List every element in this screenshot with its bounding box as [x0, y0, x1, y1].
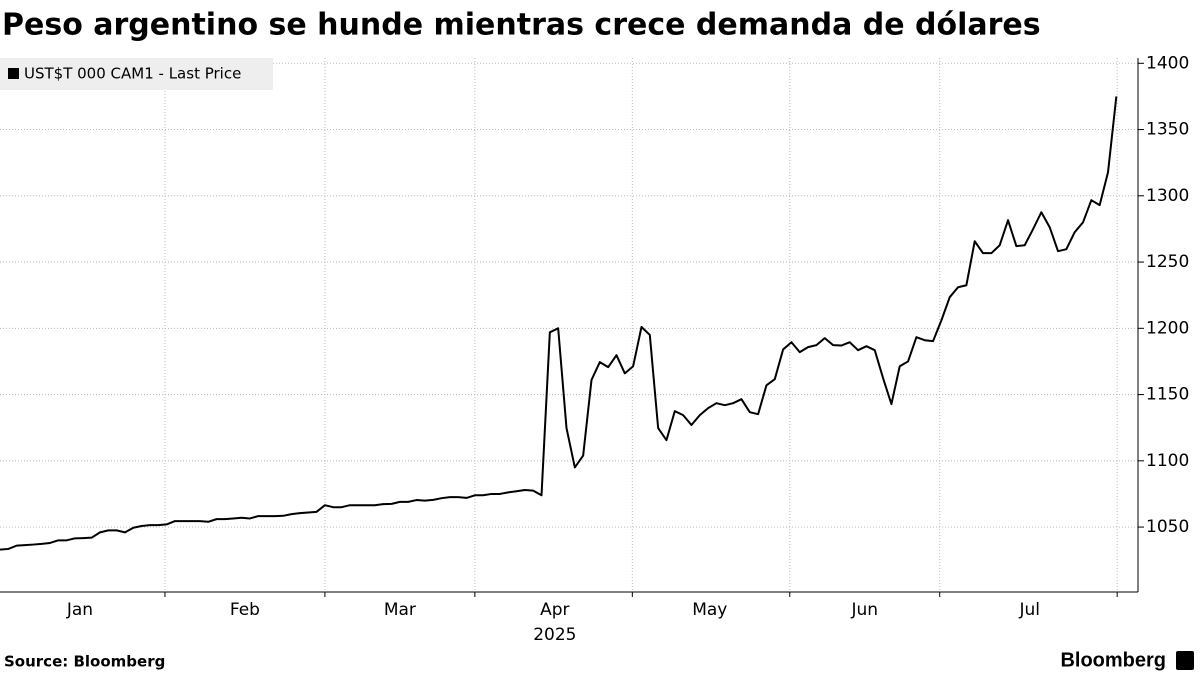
- source: Source: Bloomberg: [4, 653, 165, 671]
- x-tick-label: Apr: [540, 600, 569, 620]
- x-tick-label: Feb: [230, 600, 260, 620]
- x-tick-label: May: [692, 600, 727, 620]
- y-tick-label: 1200: [1146, 318, 1189, 338]
- y-tick-label: 1100: [1146, 451, 1189, 471]
- x-tick-label: Jul: [1018, 600, 1040, 620]
- y-tick-label: 1250: [1146, 252, 1189, 272]
- x-tick-label: Jun: [850, 600, 878, 620]
- x-tick-label: Mar: [384, 600, 416, 620]
- x-tick-label: Jan: [66, 600, 93, 620]
- brand: Bloomberg: [1060, 649, 1166, 671]
- y-tick-label: 1350: [1146, 120, 1189, 140]
- legend-label: UST$T 000 CAM1 - Last Price: [24, 65, 241, 83]
- y-tick-label: 1400: [1146, 53, 1189, 73]
- brand-icon: [1176, 651, 1194, 670]
- chart-title: Peso argentino se hunde mientras crece d…: [2, 8, 1041, 43]
- y-tick-label: 1050: [1146, 517, 1189, 537]
- x-axis-label: 2025: [533, 625, 576, 645]
- y-tick-label: 1300: [1146, 186, 1189, 206]
- legend-box: [0, 58, 273, 90]
- line: [0, 96, 1118, 551]
- y-tick-label: 1150: [1146, 385, 1189, 405]
- legend-swatch: [8, 68, 19, 79]
